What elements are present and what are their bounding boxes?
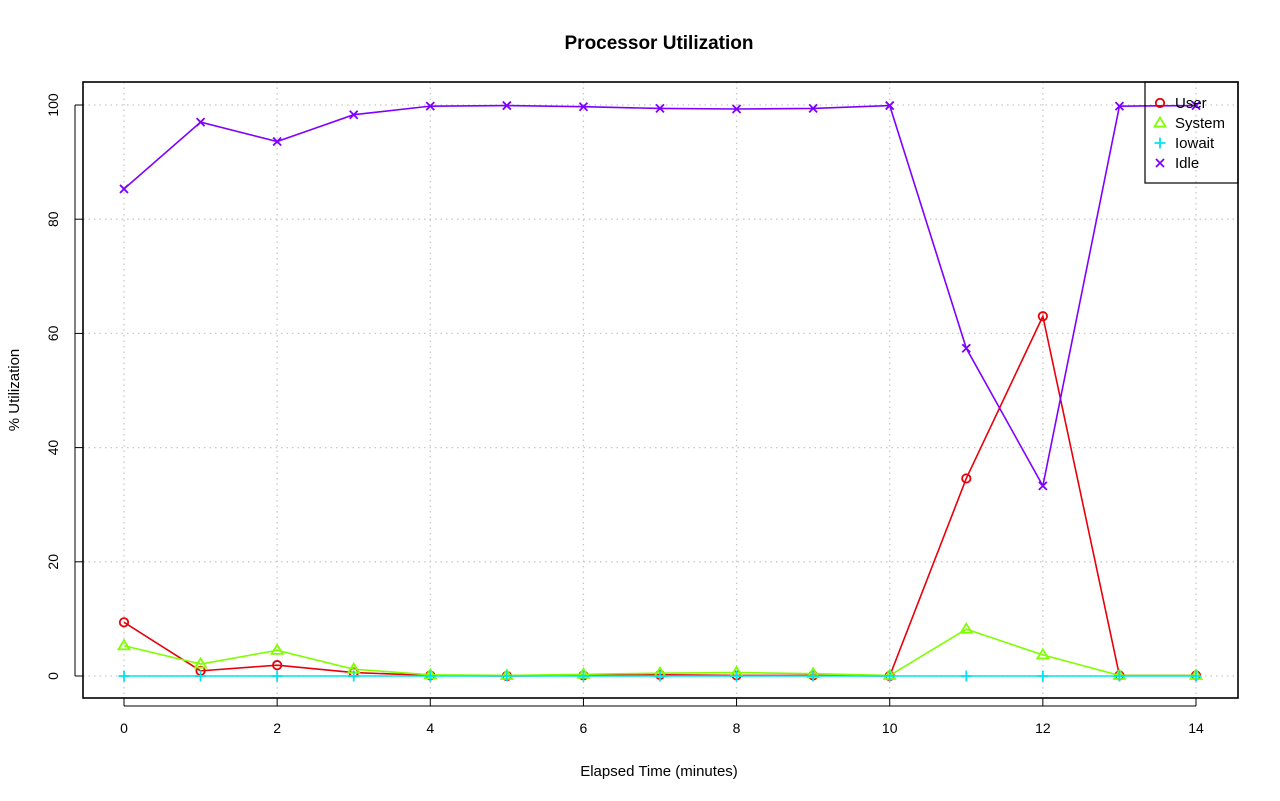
data-point-system	[270, 643, 285, 655]
data-point-idle	[655, 103, 665, 114]
y-axis-label: % Utilization	[6, 349, 23, 432]
y-tick-label: 40	[45, 440, 61, 456]
x-tick-label: 0	[120, 720, 128, 736]
x-tick-label: 12	[1035, 720, 1051, 736]
data-point-iowait	[1037, 670, 1049, 682]
data-point-iowait	[195, 670, 207, 682]
chart-title: Processor Utilization	[565, 33, 754, 54]
data-point-iowait	[807, 670, 819, 682]
legend-marker-system	[1152, 115, 1168, 128]
data-point-idle	[502, 100, 512, 111]
y-tick-label: 0	[45, 672, 61, 680]
data-point-system	[959, 621, 974, 634]
data-point-user	[272, 660, 283, 671]
series-layer	[116, 100, 1204, 682]
data-point-iowait	[731, 670, 743, 682]
data-point-iowait	[424, 670, 436, 682]
y-axis: 0 20 40 60 80 100	[45, 93, 83, 680]
data-point-idle	[349, 110, 359, 120]
legend-marker-user	[1154, 97, 1166, 109]
data-point-user	[961, 473, 972, 484]
x-tick-label: 8	[733, 720, 741, 736]
data-point-iowait	[654, 670, 666, 682]
y-tick-label: 20	[45, 554, 61, 570]
legend-marker-iowait	[1154, 137, 1166, 149]
data-point-idle	[425, 101, 435, 111]
x-axis-label: Elapsed Time (minutes)	[580, 763, 738, 780]
data-point-iowait	[577, 670, 589, 682]
data-point-system	[116, 638, 132, 651]
y-tick-label: 100	[45, 93, 61, 117]
x-tick-label: 4	[426, 720, 434, 736]
x-tick-label: 2	[273, 720, 281, 736]
y-tick-label: 80	[45, 211, 61, 227]
data-point-idle	[272, 136, 282, 147]
x-axis: 0 2 4 6 8 10 12 14	[120, 698, 1204, 736]
data-point-user	[1037, 311, 1048, 322]
x-tick-label: 10	[882, 720, 898, 736]
data-point-iowait	[1190, 670, 1202, 682]
data-point-iowait	[501, 670, 513, 682]
data-point-idle	[885, 100, 895, 111]
legend-label-user: User	[1175, 95, 1207, 112]
data-point-iowait	[271, 670, 283, 682]
data-point-idle	[195, 117, 206, 127]
data-point-idle	[1191, 100, 1201, 111]
data-point-idle	[731, 104, 742, 114]
data-point-user	[118, 617, 130, 628]
y-tick-label: 60	[45, 325, 61, 341]
data-point-idle	[1114, 101, 1125, 111]
data-point-idle	[808, 103, 818, 114]
data-point-iowait	[348, 670, 360, 682]
legend-label-idle: Idle	[1175, 155, 1199, 172]
plot-frame	[82, 81, 1239, 699]
data-point-iowait	[118, 670, 130, 682]
data-point-idle	[578, 102, 589, 112]
x-tick-label: 14	[1188, 720, 1204, 736]
series-user	[118, 311, 1202, 682]
legend-label-system: System	[1175, 115, 1225, 132]
series-idle	[119, 100, 1201, 491]
data-point-iowait	[1113, 670, 1125, 682]
series-line-user	[123, 313, 1196, 677]
legend: User System Iowait Idle	[1144, 81, 1239, 184]
data-point-idle	[119, 184, 129, 194]
grid-lines	[83, 82, 1238, 698]
data-point-iowait	[960, 670, 972, 682]
legend-marker-idle	[1155, 158, 1165, 168]
data-point-iowait	[884, 670, 896, 682]
data-point-system	[193, 656, 208, 669]
data-point-system	[1035, 647, 1050, 660]
data-point-idle	[961, 343, 971, 353]
x-tick-label: 6	[580, 720, 588, 736]
series-iowait	[118, 670, 1202, 682]
legend-box	[1144, 81, 1239, 184]
legend-label-iowait: Iowait	[1175, 135, 1215, 152]
series-line-idle	[123, 104, 1197, 489]
data-point-idle	[1038, 481, 1048, 491]
